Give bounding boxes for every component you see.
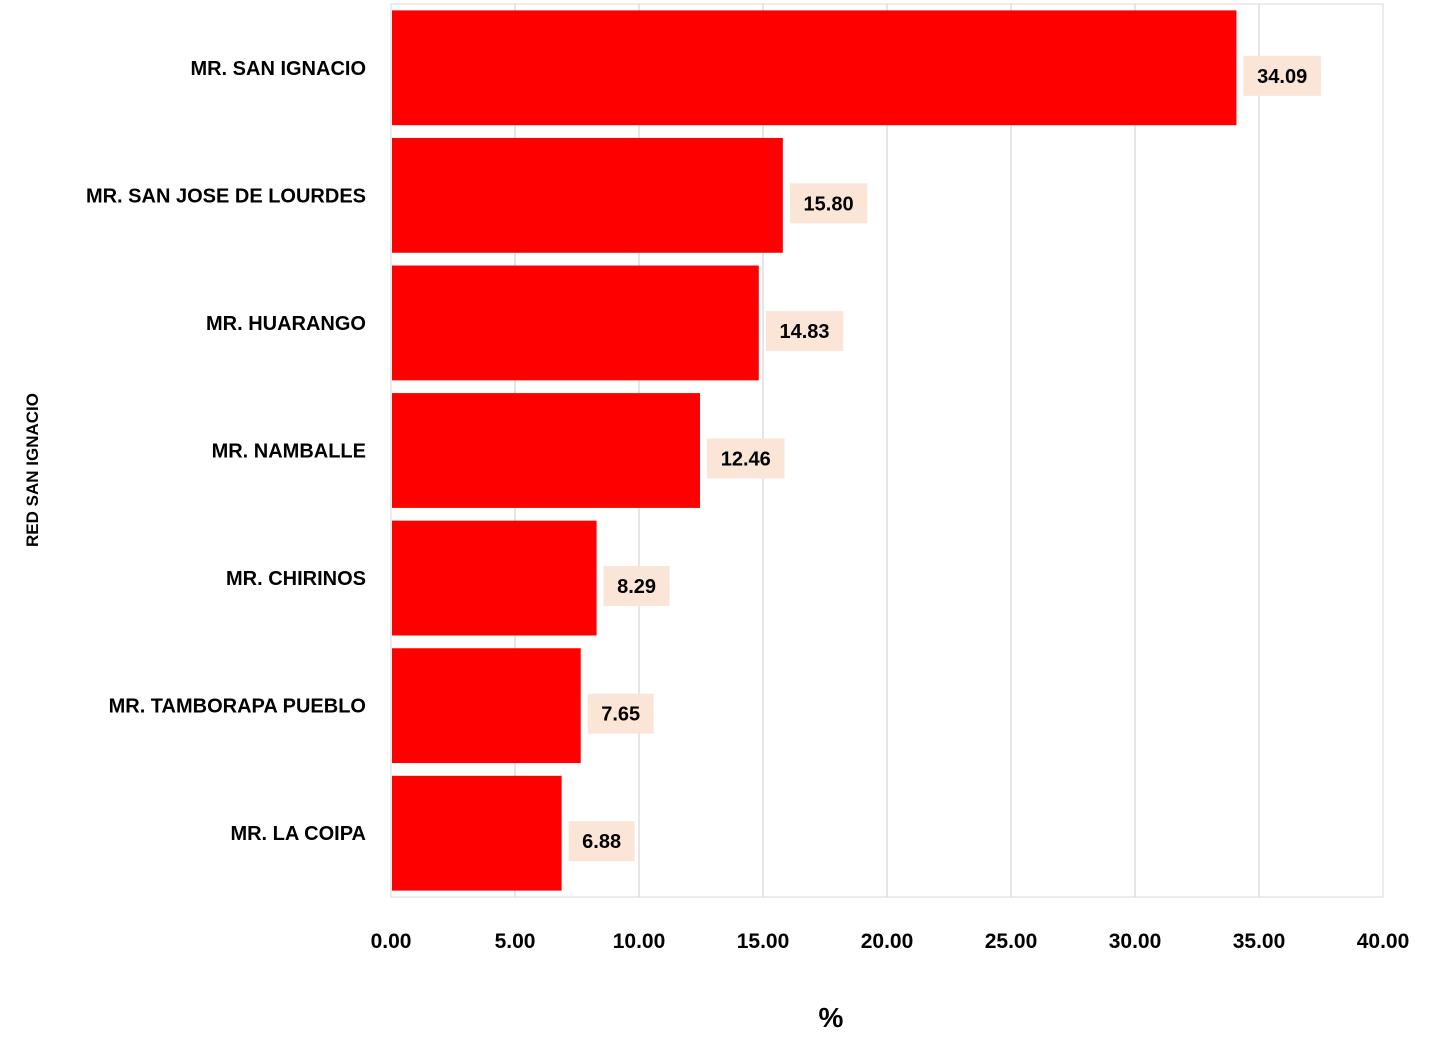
bar	[392, 137, 783, 253]
data-label: 14.83	[780, 321, 830, 343]
bar	[392, 520, 597, 636]
category-label: MR. CHIRINOS	[226, 568, 366, 590]
data-label-box	[789, 183, 868, 224]
x-tick-label: 20.00	[861, 930, 914, 953]
data-label: 6.88	[582, 831, 621, 853]
data-label: 7.65	[601, 704, 640, 726]
x-tick-labels: 0.00 5.00 10.00 15.00 20.00 25.00 30.00 35.00 40…	[371, 930, 1410, 953]
data-label-box	[603, 566, 670, 607]
y-axis-title: RED SAN IGNACIO	[23, 393, 42, 547]
bar	[392, 648, 581, 764]
x-tick-label: 5.00	[495, 930, 536, 953]
x-tick-label: 10.00	[613, 930, 666, 953]
bar	[392, 10, 1237, 126]
data-label: 34.09	[1257, 66, 1307, 88]
data-label-box	[587, 693, 654, 734]
category-label: MR. SAN IGNACIO	[190, 58, 366, 80]
category-label: MR. HUARANGO	[206, 313, 366, 335]
data-label-box	[765, 310, 844, 351]
category-label: MR. SAN JOSE DE LOURDES	[86, 185, 366, 207]
x-tick-label: 40.00	[1357, 930, 1410, 953]
bar	[392, 393, 701, 508]
data-label-box	[1243, 55, 1321, 96]
x-tick-label: 15.00	[737, 930, 790, 953]
category-labels: MR. SAN IGNACIO MR. SAN JOSE DE LOURDES MR…	[86, 58, 366, 845]
category-label: MR. LA COIPA	[230, 823, 366, 845]
category-label: MR. TAMBORAPA PUEBLO	[109, 696, 366, 718]
bar	[392, 775, 562, 891]
bars: 34.09 15.80 14.83 12.46 8.29 7.65 6.88	[392, 10, 1321, 891]
x-tick-label: 35.00	[1233, 930, 1286, 953]
x-tick-label: 25.00	[985, 930, 1038, 953]
x-axis-title: %	[819, 1002, 844, 1033]
data-label-box	[568, 821, 635, 862]
data-label: 12.46	[721, 449, 771, 471]
data-label-box	[707, 438, 785, 479]
data-label: 8.29	[617, 576, 656, 598]
data-label: 15.80	[804, 193, 854, 215]
x-tick-label: 30.00	[1109, 930, 1162, 953]
x-tick-label: 0.00	[371, 930, 412, 953]
category-label: MR. NAMBALLE	[212, 441, 366, 463]
bar	[392, 265, 759, 381]
